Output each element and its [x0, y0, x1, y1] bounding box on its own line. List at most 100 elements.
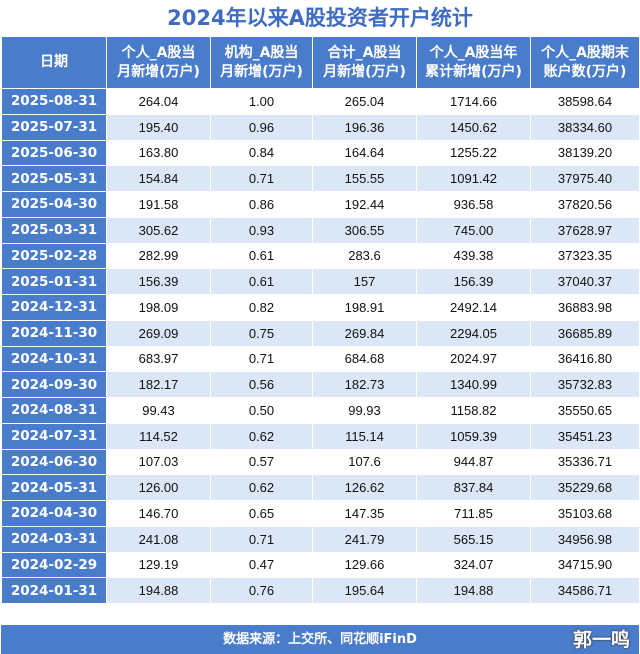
- value-cell: 129.66: [312, 551, 417, 579]
- date-cell: 2024-05-31: [1, 474, 107, 501]
- value-cell: 146.70: [106, 500, 211, 527]
- author-watermark: 郭一鸣: [572, 629, 630, 651]
- value-cell: 0.71: [210, 165, 313, 192]
- column-header-line: 个人_A股当: [121, 44, 196, 61]
- table-row: 2025-04-30 191.58 0.86 192.44 936.58 37820.56: [1, 191, 640, 218]
- table-row: 2024-01-31 194.88 0.76 195.64 194.88 34586.71: [1, 577, 640, 604]
- account-stats-table: 日期 个人_A股当 月新增(万户) 机构_A股当 月新增(万户) 合计_A股当 月新增(万户…: [1, 36, 640, 604]
- value-cell: 129.19: [106, 551, 211, 579]
- column-header-line: 月新增(万户): [117, 63, 200, 80]
- date-cell: 2024-12-31: [1, 294, 107, 321]
- value-cell: 99.93: [312, 397, 417, 424]
- value-cell: 1450.62: [416, 113, 531, 141]
- value-cell: 0.71: [210, 345, 313, 373]
- value-cell: 164.64: [312, 139, 417, 167]
- value-cell: 156.39: [416, 268, 531, 295]
- date-cell: 2025-05-31: [1, 165, 107, 192]
- value-cell: 126.00: [106, 474, 211, 501]
- value-cell: 282.99: [106, 242, 211, 270]
- column-header-line: 月新增(万户): [220, 63, 303, 80]
- value-cell: 34715.90: [530, 551, 640, 579]
- value-cell: 0.71: [210, 525, 313, 553]
- value-cell: 157: [312, 268, 417, 295]
- table-row: 2025-06-30 163.80 0.84 164.64 1255.22 38139.2…: [1, 139, 640, 167]
- table-row: 2025-05-31 154.84 0.71 155.55 1091.42 37975.4…: [1, 165, 640, 192]
- value-cell: 1059.39: [416, 422, 531, 450]
- value-cell: 944.87: [416, 448, 531, 476]
- value-cell: 37975.40: [530, 165, 640, 192]
- date-cell: 2024-08-31: [1, 397, 107, 424]
- date-cell: 2025-08-31: [1, 88, 107, 115]
- value-cell: 38334.60: [530, 113, 640, 141]
- value-cell: 0.76: [210, 577, 313, 604]
- date-cell: 2024-06-30: [1, 448, 107, 476]
- value-cell: 37820.56: [530, 191, 640, 218]
- table-row: 2025-01-31 156.39 0.61 157 156.39 37040.37: [1, 268, 640, 295]
- value-cell: 0.57: [210, 448, 313, 476]
- value-cell: 711.85: [416, 500, 531, 527]
- value-cell: 0.62: [210, 474, 313, 501]
- column-header-line: 合计_A股当: [327, 44, 402, 61]
- table-header-row: 日期 个人_A股当 月新增(万户) 机构_A股当 月新增(万户) 合计_A股当 月新增(万户…: [1, 36, 640, 89]
- value-cell: 35336.71: [530, 448, 640, 476]
- table-row: 2024-05-31 126.00 0.62 126.62 837.84 35229.68: [1, 474, 640, 501]
- date-cell: 2024-11-30: [1, 319, 107, 347]
- table-row: 2024-03-31 241.08 0.71 241.79 565.15 34956.98: [1, 525, 640, 553]
- value-cell: 269.84: [312, 319, 417, 347]
- column-header: 个人_A股当 月新增(万户): [106, 36, 211, 89]
- value-cell: 37040.37: [530, 268, 640, 295]
- table-row: 2024-12-31 198.09 0.82 198.91 2492.14 36883.9…: [1, 294, 640, 321]
- value-cell: 283.6: [312, 242, 417, 270]
- value-cell: 684.68: [312, 345, 417, 373]
- value-cell: 195.64: [312, 577, 417, 604]
- page-title: 2024年以来A股投资者开户统计: [0, 0, 640, 36]
- value-cell: 2024.97: [416, 345, 531, 373]
- date-cell: 2025-07-31: [1, 113, 107, 141]
- table-row: 2024-08-31 99.43 0.50 99.93 1158.82 35550.65: [1, 397, 640, 424]
- value-cell: 115.14: [312, 422, 417, 450]
- column-header-line: 个人_A股期末: [541, 44, 629, 61]
- value-cell: 269.09: [106, 319, 211, 347]
- value-cell: 0.62: [210, 422, 313, 450]
- column-header: 个人_A股期末 账户数(万户): [530, 36, 640, 89]
- table-row: 2025-02-28 282.99 0.61 283.6 439.38 37323.35: [1, 242, 640, 270]
- value-cell: 0.75: [210, 319, 313, 347]
- value-cell: 126.62: [312, 474, 417, 501]
- date-cell: 2025-04-30: [1, 191, 107, 218]
- value-cell: 2294.05: [416, 319, 531, 347]
- value-cell: 439.38: [416, 242, 531, 270]
- table-row: 2025-03-31 305.62 0.93 306.55 745.00 37628.97: [1, 216, 640, 244]
- column-header: 个人_A股当年 累计新增(万户): [416, 36, 531, 89]
- value-cell: 107.6: [312, 448, 417, 476]
- table-row: 2025-07-31 195.40 0.96 196.36 1450.62 38334.6…: [1, 113, 640, 141]
- table-row: 2025-08-31 264.04 1.00 265.04 1714.66 38598.6…: [1, 88, 640, 115]
- value-cell: 745.00: [416, 216, 531, 244]
- value-cell: 0.82: [210, 294, 313, 321]
- value-cell: 35451.23: [530, 422, 640, 450]
- value-cell: 0.93: [210, 216, 313, 244]
- value-cell: 36883.98: [530, 294, 640, 321]
- value-cell: 0.61: [210, 268, 313, 295]
- value-cell: 38139.20: [530, 139, 640, 167]
- value-cell: 37628.97: [530, 216, 640, 244]
- value-cell: 107.03: [106, 448, 211, 476]
- value-cell: 198.91: [312, 294, 417, 321]
- column-header-line: 日期: [40, 54, 68, 70]
- value-cell: 38598.64: [530, 88, 640, 115]
- column-header: 日期: [1, 36, 107, 89]
- value-cell: 99.43: [106, 397, 211, 424]
- table-row: 2024-07-31 114.52 0.62 115.14 1059.39 35451.2…: [1, 422, 640, 450]
- table-row: 2024-04-30 146.70 0.65 147.35 711.85 35103.68: [1, 500, 640, 527]
- column-header-line: 个人_A股当年: [429, 44, 518, 61]
- value-cell: 0.56: [210, 371, 313, 398]
- value-cell: 1091.42: [416, 165, 531, 192]
- value-cell: 182.73: [312, 371, 417, 398]
- date-cell: 2024-07-31: [1, 422, 107, 450]
- column-header-line: 累计新增(万户): [425, 63, 522, 80]
- value-cell: 156.39: [106, 268, 211, 295]
- value-cell: 182.17: [106, 371, 211, 398]
- value-cell: 0.61: [210, 242, 313, 270]
- value-cell: 0.65: [210, 500, 313, 527]
- value-cell: 192.44: [312, 191, 417, 218]
- value-cell: 324.07: [416, 551, 531, 579]
